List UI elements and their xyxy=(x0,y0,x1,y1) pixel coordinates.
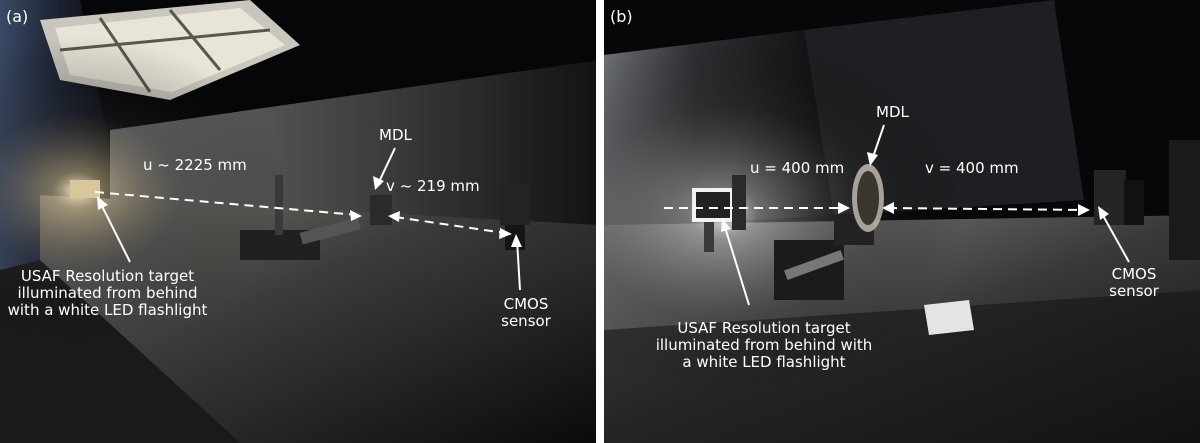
target-label: USAF Resolution target illuminated from … xyxy=(7,267,208,319)
lab-photo-b xyxy=(604,0,1200,443)
mdl-label: MDL xyxy=(876,103,909,121)
panel-tag: (a) xyxy=(6,7,29,26)
photo-panel-a: (a) u ~ 2225 mm v ~ 219 mm MDL USAF Reso… xyxy=(0,0,596,443)
photo-panel-b: (b) u = 400 mm v = 400 mm MDL USAF Resol… xyxy=(604,0,1200,443)
sensor-label: CMOS sensor xyxy=(501,295,551,330)
mdl-label: MDL xyxy=(379,126,412,144)
object-distance-label: u ~ 2225 mm xyxy=(143,156,247,174)
object-distance-label: u = 400 mm xyxy=(750,159,845,177)
sensor-label: CMOS sensor xyxy=(1109,265,1159,300)
panel-tag: (b) xyxy=(610,7,633,26)
image-distance-label: v ~ 219 mm xyxy=(386,177,480,195)
image-distance-label: v = 400 mm xyxy=(925,159,1019,177)
target-label: USAF Resolution target illuminated from … xyxy=(655,319,873,371)
lab-photo-a xyxy=(0,0,596,443)
